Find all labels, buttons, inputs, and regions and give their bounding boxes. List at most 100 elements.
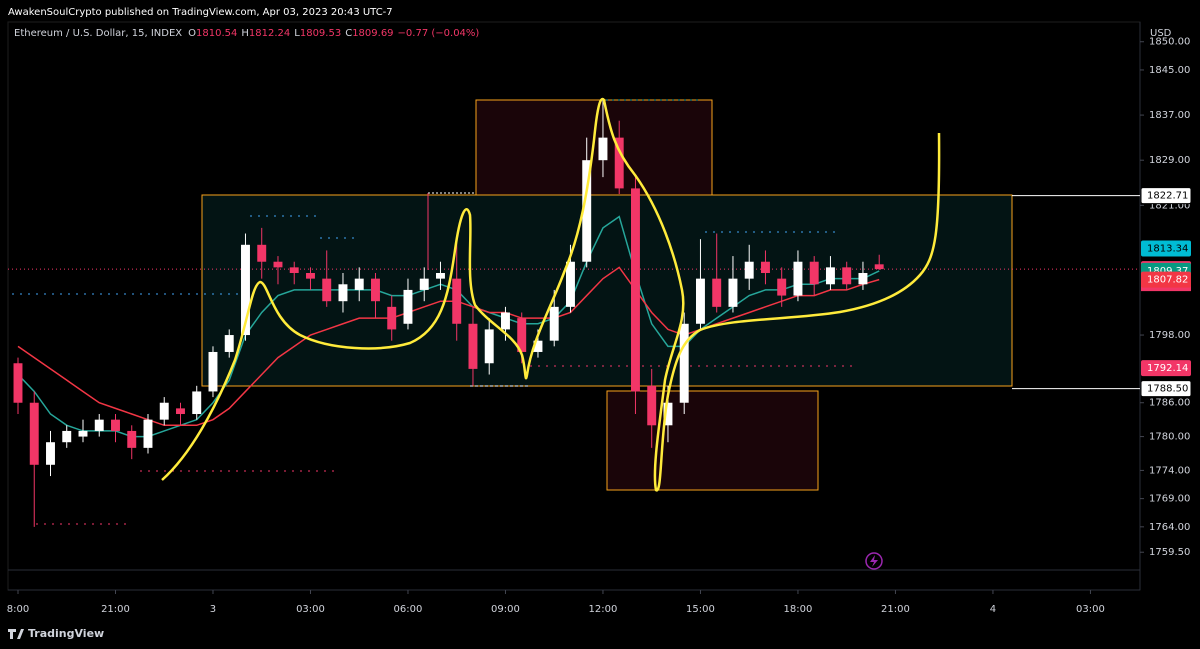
legend-value: 1809.69 (352, 28, 393, 39)
candle-body (793, 261, 803, 296)
price-label-bg (1141, 360, 1191, 377)
candle-body (695, 278, 705, 324)
candle-body (582, 160, 592, 262)
candle-body (777, 278, 787, 296)
candle-body (94, 419, 104, 431)
candle-body (419, 278, 429, 290)
candle-body (192, 391, 202, 415)
x-tick-label: 03:00 (296, 604, 325, 615)
price-label-bg (1141, 240, 1191, 257)
candle-body (143, 419, 153, 448)
y-tick-label: 1850.00 (1149, 37, 1190, 48)
price-label-bg (1141, 271, 1191, 288)
candle-body (436, 273, 445, 279)
candle-body (858, 273, 868, 285)
price-label: 1788.50 (1147, 384, 1188, 395)
candle-body (322, 278, 332, 302)
candle-body (760, 261, 770, 274)
price-label: 1813.34 (1147, 244, 1188, 255)
x-tick-label: 09:00 (491, 604, 520, 615)
candle-body (679, 323, 689, 403)
candle-body (127, 430, 137, 448)
legend-key: H (241, 28, 249, 39)
candle-body (403, 289, 413, 324)
legend-key: C (345, 28, 352, 39)
y-tick-label: 1759.50 (1149, 547, 1190, 558)
candle-body (371, 278, 380, 302)
candle-body (728, 278, 738, 307)
candle-body (111, 419, 120, 431)
y-tick-label: 1821.00 (1149, 200, 1190, 211)
price-label: 1809.37 (1147, 266, 1188, 277)
candle-body (630, 188, 640, 392)
x-tick-label: 3 (210, 604, 216, 615)
candle-body (62, 430, 72, 443)
candle-body (484, 329, 494, 364)
candle-body (241, 244, 250, 336)
candle-body (874, 264, 884, 270)
legend-value: 1809.53 (300, 28, 341, 39)
candle-body (289, 267, 299, 274)
candle-body (565, 261, 575, 307)
legend-value: 1812.24 (249, 28, 290, 39)
hand-drawn-path (161, 97, 941, 492)
x-tick-label: 12:00 (589, 604, 618, 615)
symbol: Ethereum / U.S. Dollar, 15, INDEX (14, 28, 182, 39)
price-label: 1822.71 (1147, 191, 1188, 202)
currency: USD (1150, 28, 1172, 39)
candle-body (809, 261, 819, 285)
y-tick-label: 1798.00 (1149, 330, 1190, 341)
y-tick-label: 1786.00 (1149, 398, 1190, 409)
x-tick-label: 15:00 (686, 604, 715, 615)
candle-body (712, 278, 722, 307)
candle-body (273, 261, 283, 268)
y-tick-label: 1780.00 (1149, 432, 1190, 443)
price-label: 1807.82 (1147, 275, 1188, 286)
candle-body (501, 312, 510, 330)
candle-body (159, 402, 169, 420)
y-tick-label: 1837.00 (1149, 110, 1190, 121)
x-tick-label: 21:00 (881, 604, 910, 615)
candle-body (468, 323, 478, 369)
y-tick-label: 1829.00 (1149, 155, 1190, 166)
candle-body (306, 273, 315, 279)
candle-body (549, 306, 559, 341)
candle-body (387, 306, 397, 330)
candle-body (842, 267, 852, 285)
candle-body (208, 351, 218, 392)
x-tick-label: 8:00 (7, 604, 29, 615)
legend-value: 1810.54 (196, 28, 237, 39)
candle-body (744, 261, 754, 279)
candle-body (338, 284, 348, 302)
y-tick-label: 1764.00 (1149, 522, 1190, 533)
candle-body (354, 278, 364, 290)
moving-average (17, 266, 880, 427)
legend-key: L (294, 28, 300, 39)
candle-body (517, 318, 527, 352)
candle-body (452, 278, 462, 324)
brand-logo (8, 629, 24, 639)
y-tick-label: 1769.00 (1149, 494, 1190, 505)
alert-icon[interactable] (865, 552, 883, 570)
candle-body (663, 402, 673, 426)
candle-body (533, 340, 543, 352)
price-label-bg (1140, 187, 1192, 205)
chart-legend: Ethereum / U.S. Dollar, 15, INDEX (14, 28, 182, 39)
y-tick-label: 1774.00 (1149, 465, 1190, 476)
candle-body (78, 430, 88, 437)
candle-body (29, 402, 39, 465)
candle-body (13, 363, 23, 403)
y-tick-label: 1845.00 (1149, 65, 1190, 76)
legend-key: O (188, 28, 196, 39)
candle-body (257, 244, 267, 262)
candle-body (598, 137, 608, 161)
candle-body (224, 335, 234, 352)
price-label: 1792.14 (1147, 363, 1188, 374)
x-tick-label: 21:00 (101, 604, 130, 615)
price-label-bg (1140, 380, 1192, 398)
alert-icon-bolt (870, 555, 878, 567)
candle-body (825, 267, 835, 285)
x-tick-label: 18:00 (784, 604, 813, 615)
x-tick-label: 06:00 (394, 604, 423, 615)
